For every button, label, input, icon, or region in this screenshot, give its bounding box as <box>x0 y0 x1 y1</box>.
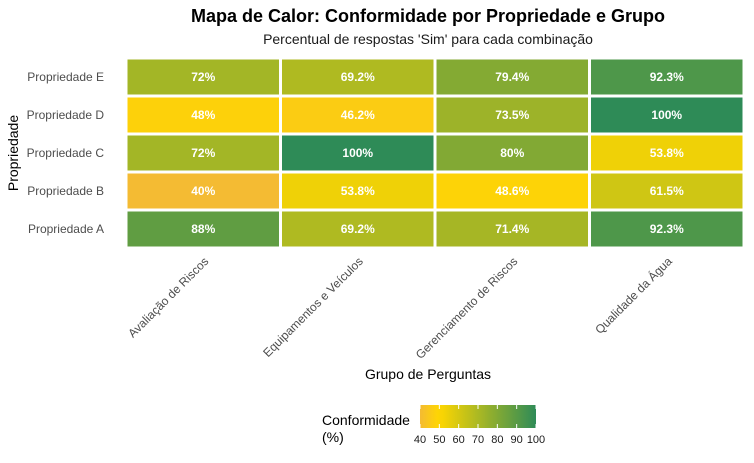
cell-value-label: 48.6% <box>495 184 529 198</box>
x-tick-label: Avaliação de Riscos <box>125 254 211 340</box>
x-axis-tick-labels: Avaliação de Riscos Equipamentos e Veícul… <box>125 253 675 361</box>
y-tick-label: Propriedade E <box>27 70 104 84</box>
legend: Conformidade (%) 40 50 60 70 80 90 100 <box>322 405 545 446</box>
cell-value-label: 69.2% <box>341 70 375 84</box>
y-tick-label: Propriedade B <box>27 184 104 198</box>
chart-title: Mapa de Calor: Conformidade por Propried… <box>191 6 665 26</box>
cell-value-label: 100% <box>342 146 373 160</box>
cell-value-label: 72% <box>191 146 215 160</box>
y-tick-label: Propriedade A <box>28 222 104 236</box>
legend-ticks: 40 50 60 70 80 90 100 <box>414 405 545 446</box>
cell-value-label: 92.3% <box>650 222 684 236</box>
legend-title-line2: (%) <box>322 429 344 445</box>
x-tick-label: Qualidade da Água <box>592 253 675 336</box>
x-tick-label: Gerenciamento de Riscos <box>413 254 521 362</box>
heatmap-cell <box>433 208 591 250</box>
cell-value-label: 71.4% <box>495 222 529 236</box>
chart-subtitle: Percentual de respostas 'Sim' para cada … <box>263 31 593 47</box>
cell-value-label: 72% <box>191 70 215 84</box>
cell-value-label: 46.2% <box>341 108 375 122</box>
y-tick-label: Propriedade D <box>27 108 105 122</box>
heatmap-cell-labels: 72% 69.2% 79.4% 92.3% 48% 46.2% 73.5% 100% 72% 10… <box>191 70 684 236</box>
heatmap-cell <box>588 170 746 212</box>
cell-value-label: 48% <box>191 108 215 122</box>
cell-value-label: 40% <box>191 184 215 198</box>
heatmap-cell <box>279 132 437 174</box>
legend-tick-label: 40 <box>414 434 426 446</box>
x-axis-title: Grupo de Perguntas <box>365 366 491 382</box>
cell-value-label: 53.8% <box>341 184 375 198</box>
legend-tick-label: 60 <box>453 434 465 446</box>
cell-value-label: 92.3% <box>650 70 684 84</box>
y-axis-tick-labels: Propriedade E Propriedade D Propriedade C P… <box>27 70 105 236</box>
legend-tick-label: 50 <box>433 434 445 446</box>
heatmap-cell <box>588 56 746 98</box>
cell-value-label: 100% <box>651 108 682 122</box>
cell-value-label: 79.4% <box>495 70 529 84</box>
cell-value-label: 73.5% <box>495 108 529 122</box>
legend-colorbar <box>420 405 536 428</box>
y-axis-title: Propriedade <box>5 115 21 191</box>
cell-value-label: 69.2% <box>341 222 375 236</box>
legend-tick-label: 90 <box>511 434 523 446</box>
heatmap-cells <box>124 56 746 250</box>
y-tick-label: Propriedade C <box>27 146 105 160</box>
heatmap-cell <box>124 208 282 250</box>
heatmap-cell <box>588 208 746 250</box>
legend-tick-label: 70 <box>472 434 484 446</box>
legend-tick-label: 80 <box>491 434 503 446</box>
legend-title-line1: Conformidade <box>322 412 410 428</box>
heatmap-cell <box>588 94 746 136</box>
cell-value-label: 80% <box>500 146 524 160</box>
cell-value-label: 61.5% <box>650 184 684 198</box>
x-tick-label: Equipamentos e Veículos <box>260 254 366 360</box>
cell-value-label: 53.8% <box>650 146 684 160</box>
cell-value-label: 88% <box>191 222 215 236</box>
legend-tick-label: 100 <box>527 434 545 446</box>
